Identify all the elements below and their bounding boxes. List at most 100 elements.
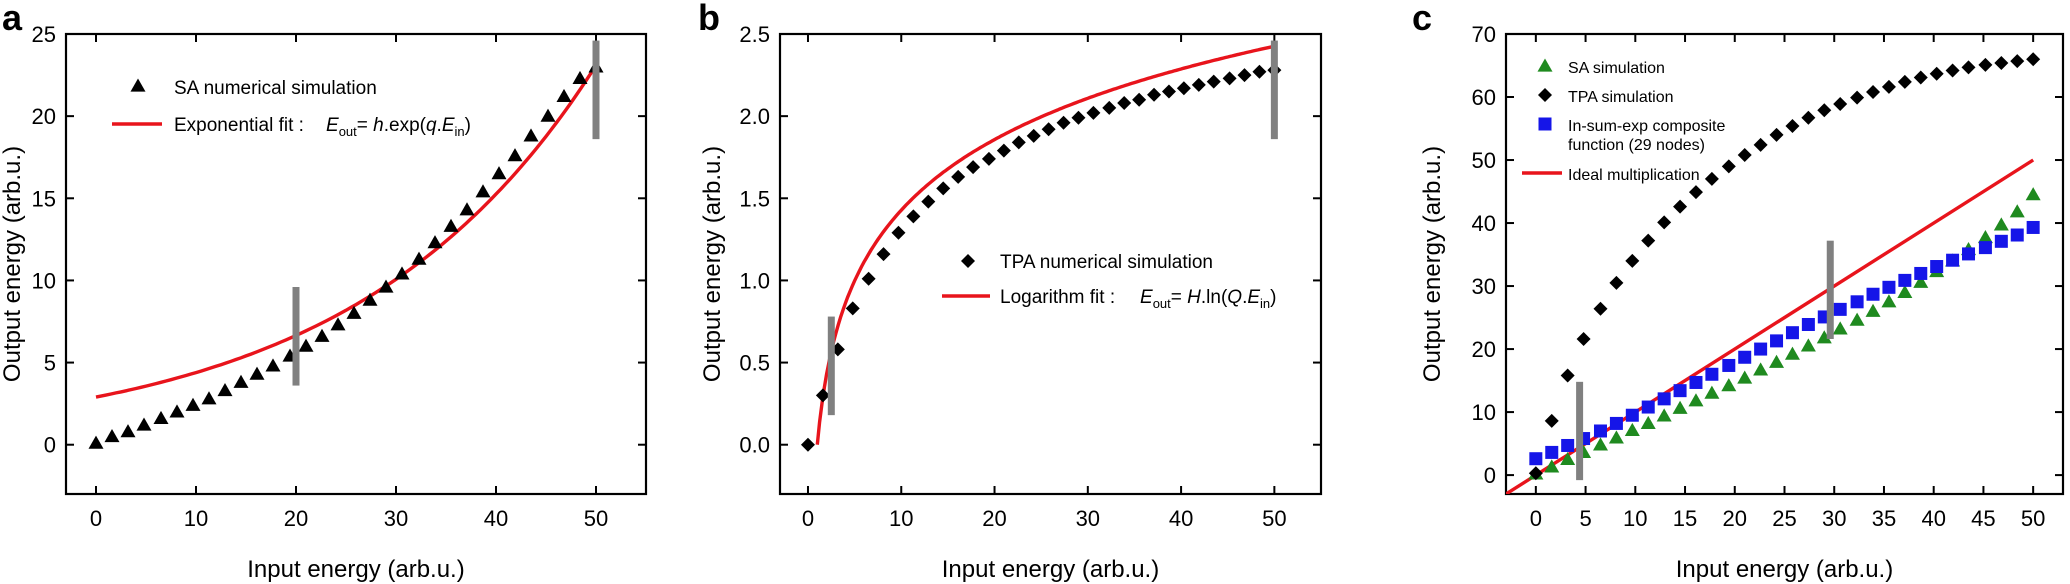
data-point	[845, 301, 860, 316]
data-point	[1545, 445, 1559, 459]
data-point	[1978, 241, 1992, 255]
data-point	[1689, 375, 1703, 389]
formula-part: )	[1270, 287, 1276, 308]
data-point	[1946, 253, 1960, 267]
data-point	[1544, 413, 1559, 428]
legend-label: function (29 nodes)	[1568, 137, 1705, 154]
data-point	[1930, 260, 1944, 274]
data-point	[1222, 71, 1237, 86]
y-tick-label: 50	[1472, 148, 1496, 173]
formula-part: .exp(	[384, 115, 427, 136]
x-axis-title: Input energy (arb.u.)	[247, 556, 464, 583]
data-point	[1688, 185, 1703, 200]
x-tick-label: 45	[1971, 506, 1995, 531]
data-point	[120, 424, 136, 438]
range-marker	[1826, 240, 1834, 339]
plot-frame	[778, 32, 1323, 496]
data-point	[1071, 110, 1086, 125]
data-point	[1849, 312, 1865, 326]
formula-part: )	[465, 115, 471, 136]
data-point	[1816, 330, 1832, 344]
x-tick-label: 40	[1169, 506, 1193, 531]
chart-panel-b: 0 10 20 30 40 50 0.0 0.5 1.0 1.5 2.0 2.5 Input energ…	[699, 22, 1323, 583]
y-tick-label: 1.5	[739, 186, 770, 211]
data-point	[1593, 424, 1607, 438]
range-marker	[1270, 40, 1278, 140]
data-point	[1994, 55, 2009, 70]
data-point	[1784, 346, 1800, 360]
data-point	[800, 437, 815, 452]
range-marker	[827, 316, 835, 416]
data-point	[1801, 110, 1816, 125]
data-point	[2010, 228, 2024, 242]
data-layer	[88, 59, 604, 449]
data-point	[1881, 79, 1896, 94]
x-tick-label: 10	[889, 506, 913, 531]
data-point	[427, 235, 443, 249]
data-point	[1785, 326, 1799, 340]
x-tick-label: 0	[802, 506, 814, 531]
legend: SA simulation TPA simulation In-sum-exp co…	[1522, 58, 1725, 184]
panel-label-a: a	[2, 0, 23, 38]
data-point	[1544, 459, 1560, 473]
data-point	[523, 128, 539, 142]
data-point	[1897, 74, 1912, 89]
y-tick-label: 10	[32, 268, 56, 293]
x-tick-label: 25	[1772, 506, 1796, 531]
data-point	[1833, 96, 1848, 111]
data-point	[153, 410, 169, 425]
x-axis-title: Input energy (arb.u.)	[1676, 556, 1893, 583]
data-point	[1147, 87, 1162, 102]
data-point	[378, 279, 394, 293]
formula-part: =	[357, 115, 373, 136]
data-point	[572, 70, 588, 84]
data-point	[1011, 135, 1026, 150]
legend-label: TPA numerical simulation	[1000, 252, 1213, 273]
formula-part: Q	[1227, 287, 1242, 308]
data-point	[1977, 230, 1993, 244]
data-point	[921, 194, 936, 209]
x-tick-label: 50	[584, 506, 608, 531]
x-tick-label: 50	[1262, 506, 1286, 531]
data-point	[1897, 284, 1913, 298]
data-point	[362, 292, 378, 306]
data-point	[1161, 84, 1176, 99]
y-tick-label: 2.5	[739, 22, 770, 47]
y-tick-label: 0	[1484, 463, 1496, 488]
data-point	[136, 417, 152, 431]
x-tick-label: 30	[1076, 506, 1100, 531]
legend-symbol-diamond	[961, 254, 975, 268]
data-point	[996, 143, 1011, 158]
data-point	[443, 218, 459, 232]
data-point	[1832, 321, 1848, 335]
x-tick-label: 40	[484, 506, 508, 531]
y-tick-label: 10	[1472, 400, 1496, 425]
legend-formula-a: Eout= h.exp(q.Ein)	[326, 115, 471, 139]
formula-part: E	[442, 115, 455, 136]
formula-part: .ln(	[1201, 287, 1228, 308]
y-tick-label: 60	[1472, 85, 1496, 110]
legend-label: In-sum-exp composite	[1568, 118, 1725, 135]
series-line-4	[1506, 158, 2035, 494]
data-point	[1102, 100, 1117, 115]
x-tick-label: 5	[1579, 506, 1591, 531]
data-point	[876, 247, 891, 262]
range-marker	[292, 287, 300, 386]
data-point	[1722, 358, 1736, 372]
data-point	[1865, 303, 1881, 317]
data-point	[1866, 287, 1880, 301]
y-tick-label: 20	[1472, 337, 1496, 362]
data-point	[1770, 334, 1784, 348]
formula-part: q	[426, 115, 437, 136]
data-point	[981, 151, 996, 166]
x-tick-label: 0	[90, 506, 102, 531]
y-tick-label: 0	[44, 433, 56, 458]
data-point	[1640, 415, 1656, 430]
data-point	[314, 328, 330, 342]
x-tick-label: 20	[284, 506, 308, 531]
data-layer	[800, 44, 1282, 452]
data-point	[1817, 103, 1832, 118]
legend-label: TPA simulation	[1568, 89, 1674, 106]
data-point	[936, 181, 951, 196]
data-point	[861, 271, 876, 286]
